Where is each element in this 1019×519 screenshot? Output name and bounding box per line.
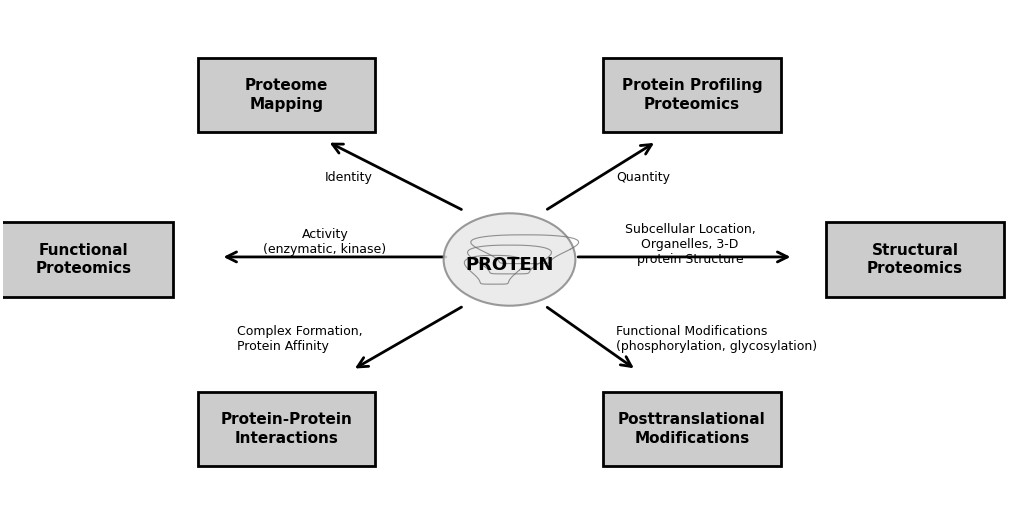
Text: Structural
Proteomics: Structural Proteomics [867, 243, 963, 276]
Text: PROTEIN: PROTEIN [466, 256, 553, 274]
Text: Complex Formation,
Protein Affinity: Complex Formation, Protein Affinity [237, 325, 363, 353]
Text: Activity
(enzymatic, kinase): Activity (enzymatic, kinase) [264, 227, 386, 255]
FancyBboxPatch shape [198, 58, 375, 132]
Text: Identity: Identity [325, 171, 373, 184]
Text: Protein-Protein
Interactions: Protein-Protein Interactions [220, 412, 353, 446]
FancyBboxPatch shape [826, 222, 1004, 297]
Text: Functional Modifications
(phosphorylation, glycosylation): Functional Modifications (phosphorylatio… [615, 325, 817, 353]
Text: Protein Profiling
Proteomics: Protein Profiling Proteomics [622, 78, 762, 112]
Text: Functional
Proteomics: Functional Proteomics [36, 243, 131, 276]
Text: Posttranslational
Modifications: Posttranslational Modifications [619, 412, 766, 446]
FancyBboxPatch shape [603, 58, 781, 132]
Ellipse shape [443, 213, 576, 306]
Text: Subcellular Location,
Organelles, 3-D
protein Structure: Subcellular Location, Organelles, 3-D pr… [625, 223, 755, 266]
FancyBboxPatch shape [603, 392, 781, 466]
Text: Quantity: Quantity [615, 171, 669, 184]
Text: Proteome
Mapping: Proteome Mapping [245, 78, 328, 112]
FancyBboxPatch shape [0, 222, 172, 297]
FancyBboxPatch shape [198, 392, 375, 466]
